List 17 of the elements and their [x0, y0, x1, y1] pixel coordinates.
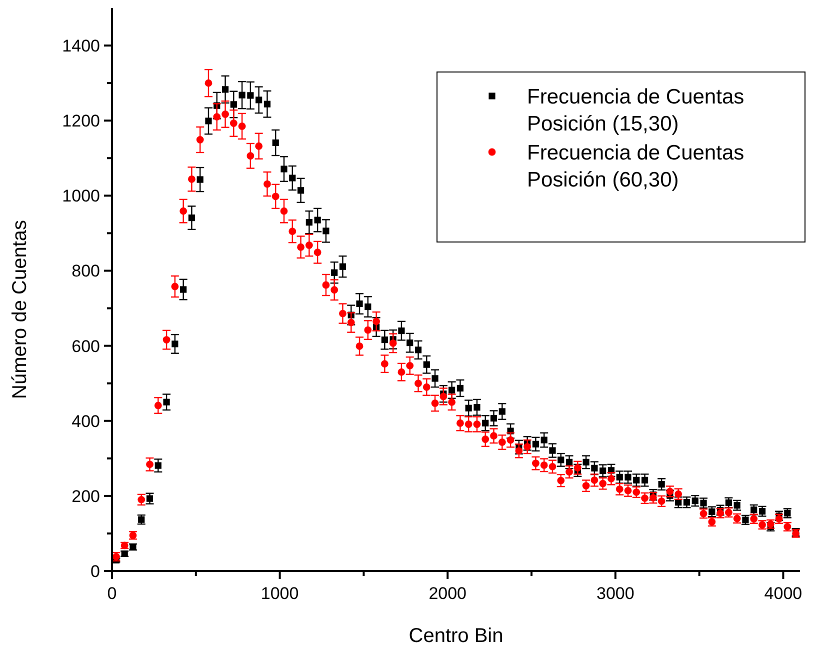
legend-label: Frecuencia de Cuentas Posición (60,30): [527, 141, 744, 192]
y-tick-label: 1400: [62, 36, 100, 56]
y-tick-label: 600: [72, 336, 100, 356]
y-tick-label: 400: [72, 412, 100, 431]
x-tick-label: 3000: [596, 584, 634, 603]
x-tick-label: 1000: [260, 584, 299, 603]
x-tick-label: 4000: [764, 584, 802, 603]
legend-label: Frecuencia de Cuentas Posición (15,30): [527, 85, 744, 136]
x-axis-title: Centro Bin: [408, 625, 504, 647]
y-tick-label: 1200: [62, 112, 100, 131]
x-tick-label: 2000: [428, 584, 467, 603]
y-tick-label: 800: [72, 262, 100, 281]
x-tick-label: 0: [107, 584, 117, 603]
y-tick-label: 1000: [62, 186, 100, 206]
y-tick-label: 200: [72, 486, 100, 506]
y-axis-title: Número de Cuentas: [9, 220, 31, 399]
y-tick-label: 0: [90, 562, 100, 581]
